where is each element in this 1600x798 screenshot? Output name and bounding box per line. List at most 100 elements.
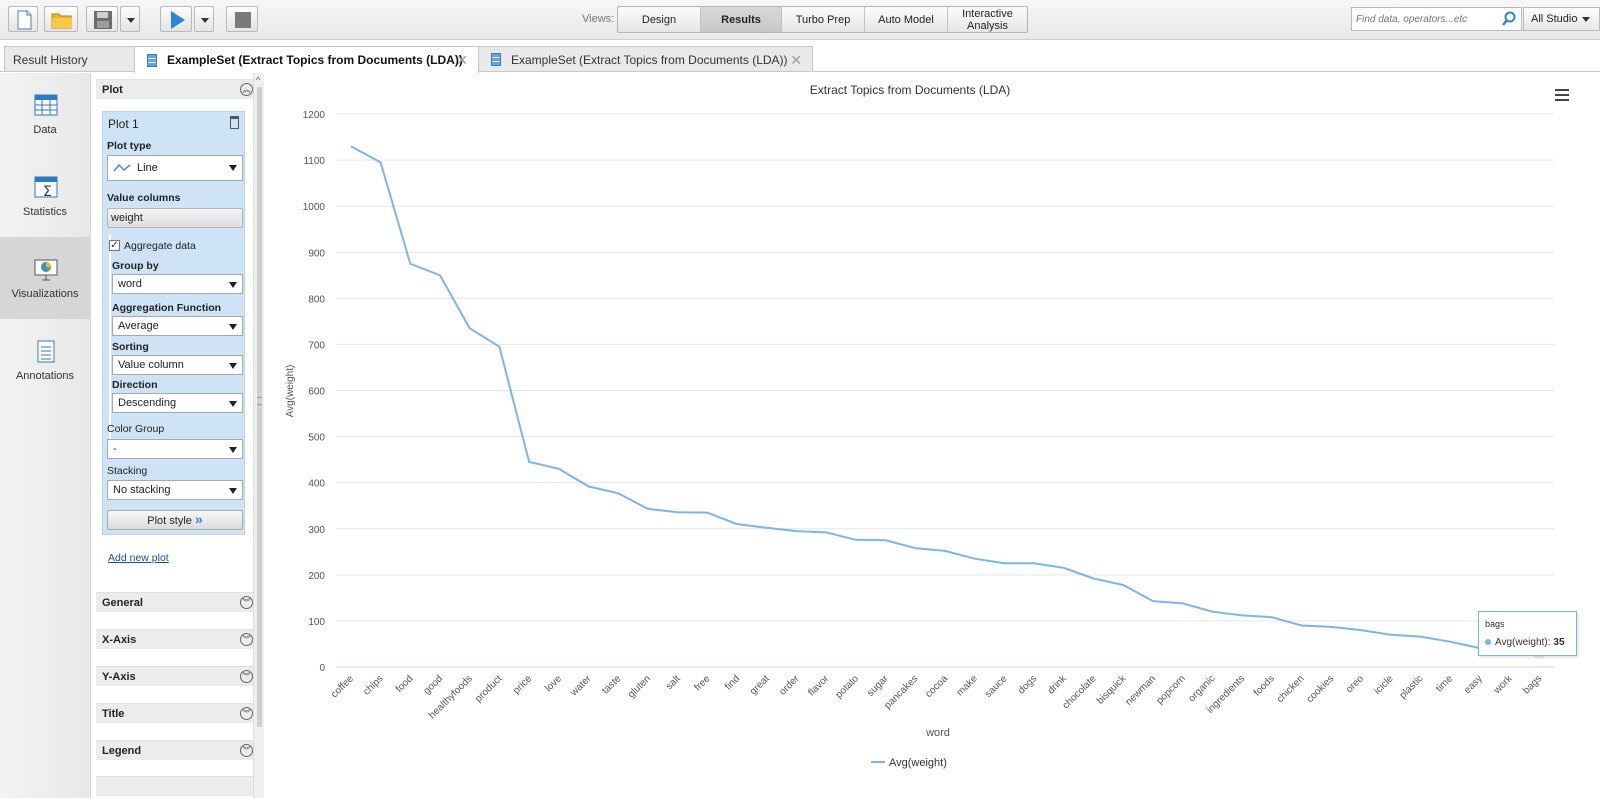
nav-item-data[interactable]: Data	[0, 73, 90, 155]
x-tick-label: drink	[1046, 673, 1070, 697]
views-label: Views:	[582, 13, 615, 25]
chart-title: Extract Topics from Documents (LDA)	[810, 83, 1011, 97]
direction-select[interactable]: Descending	[112, 393, 243, 413]
tab-exampleset-active[interactable]: ExampleSet (Extract Topics from Document…	[134, 46, 479, 73]
expand-icon[interactable]: ︾	[240, 670, 253, 683]
y-tick-label: 200	[308, 571, 325, 582]
x-tick-label: great	[748, 673, 772, 697]
exampleset-icon	[147, 53, 157, 67]
plot-config-panel: Plot ︽ Plot 1 Plot type Line Value colum…	[92, 73, 257, 798]
studio-scope-dropdown[interactable]: All Studio	[1523, 7, 1600, 31]
group-by-label: Group by	[112, 260, 159, 272]
panel-scrollbar[interactable]: ^	[253, 73, 264, 798]
visualizations-icon	[34, 259, 58, 281]
view-interactive-analysis-tab[interactable]: Interactive Analysis	[962, 7, 1013, 32]
section-more-header[interactable]	[96, 776, 256, 796]
sorting-select[interactable]: Value column	[112, 355, 243, 375]
section-title: Y-Axis	[102, 671, 136, 683]
expand-icon[interactable]: ︾	[240, 596, 253, 609]
add-new-plot-link[interactable]: Add new plot	[108, 552, 169, 564]
y-tick-label: 700	[308, 340, 325, 351]
x-tick-label: order	[777, 673, 802, 698]
tooltip-value: 35	[1553, 637, 1565, 648]
legend-item-avg-weight[interactable]: Avg(weight)	[889, 757, 947, 769]
x-tick-label: taste	[600, 673, 623, 696]
collapse-icon[interactable]: ︽	[240, 83, 253, 96]
aggregation-function-select[interactable]: Average	[112, 316, 243, 336]
close-icon[interactable]: ✕	[790, 52, 802, 68]
delete-plot-icon[interactable]	[230, 116, 239, 129]
aggregate-checkbox[interactable]: ✓	[109, 240, 120, 251]
open-button[interactable]	[44, 6, 78, 32]
splitter-grip-icon[interactable]	[257, 397, 262, 405]
run-button[interactable]	[160, 6, 192, 32]
nav-item-annotations[interactable]: Annotations	[0, 319, 90, 401]
tab-exampleset[interactable]: ExampleSet (Extract Topics from Document…	[478, 46, 813, 72]
x-tick-label: dogs	[1016, 673, 1039, 696]
stacking-select[interactable]: No stacking	[107, 480, 243, 500]
close-icon[interactable]: ✕	[456, 52, 468, 68]
expand-icon[interactable]: ︾	[240, 633, 253, 646]
tooltip-row: Avg(weight): 35	[1485, 637, 1565, 648]
run-dropdown[interactable]	[194, 6, 214, 32]
plot-style-button[interactable]: Plot style »	[107, 510, 243, 530]
x-tick-label: easy	[1462, 673, 1485, 696]
tooltip-series: Avg(weight):	[1495, 637, 1551, 648]
view-results-tab[interactable]: Results	[701, 7, 782, 32]
search-input[interactable]	[1352, 8, 1492, 30]
y-tick-label: 300	[308, 525, 325, 536]
x-axis-label: word	[925, 727, 950, 739]
color-group-label: Color Group	[107, 423, 165, 435]
section-title-header[interactable]: Title ︾	[96, 703, 256, 723]
stop-icon	[235, 12, 251, 28]
y-tick-label: 800	[308, 294, 325, 305]
x-tick-label: good	[422, 673, 446, 697]
plot-type-select[interactable]: Line	[107, 155, 243, 181]
section-legend-header[interactable]: Legend ︾	[96, 740, 256, 760]
section-plot-header[interactable]: Plot ︽	[96, 79, 256, 99]
result-tabbar: Result History ExampleSet (Extract Topic…	[0, 40, 1600, 73]
color-group-select[interactable]: -	[107, 439, 243, 459]
legend[interactable]: Avg(weight)	[871, 757, 947, 769]
series-line-avg-weight[interactable]	[350, 145, 1540, 652]
tab-result-history[interactable]: Result History	[4, 46, 135, 72]
value-column-chip[interactable]: weight	[107, 208, 243, 228]
view-turbo-prep-tab[interactable]: Turbo Prep	[782, 7, 865, 32]
chevron-down-icon	[229, 282, 237, 288]
scrollbar-thumb[interactable]	[257, 87, 262, 727]
chart-menu-icon[interactable]	[1555, 89, 1569, 101]
section-general-header[interactable]: General ︾	[96, 592, 256, 612]
nav-item-statistics[interactable]: Σ Statistics	[0, 155, 90, 237]
annotations-icon	[37, 340, 55, 363]
expand-icon[interactable]: ︾	[240, 744, 253, 757]
search-icon[interactable]	[1501, 11, 1517, 27]
new-process-button[interactable]	[8, 6, 38, 32]
expand-icon[interactable]: ︾	[240, 707, 253, 720]
view-auto-model-tab[interactable]: Auto Model	[865, 7, 948, 32]
y-tick-label: 0	[319, 663, 325, 674]
section-x-axis-header[interactable]: X-Axis ︾	[96, 629, 256, 649]
aggregation-function-value: Average	[118, 320, 159, 332]
x-tick-label: flavor	[806, 673, 832, 699]
nav-item-visualizations[interactable]: Visualizations	[0, 237, 90, 319]
scroll-up-icon[interactable]: ^	[256, 75, 261, 85]
chevron-down-icon	[1582, 16, 1591, 22]
plot-name: Plot 1	[108, 117, 139, 131]
y-tick-label: 1200	[303, 110, 326, 121]
x-tick-label: cocoa	[923, 673, 950, 700]
y-tick-label: 600	[308, 387, 325, 398]
stop-button[interactable]	[226, 6, 258, 32]
x-tick-label: food	[394, 673, 416, 695]
line-chart: 0 100 200 300 400 500 600 700 800 900 1000 1100 1200…	[285, 83, 1554, 769]
view-design-tab[interactable]: Design	[618, 7, 701, 32]
save-button[interactable]	[86, 6, 118, 32]
stacking-label: Stacking	[107, 465, 148, 477]
section-y-axis-header[interactable]: Y-Axis ︾	[96, 666, 256, 686]
save-dropdown[interactable]	[120, 6, 140, 32]
tab-label: ExampleSet (Extract Topics from Document…	[167, 53, 463, 67]
x-tick-label: free	[692, 673, 712, 693]
y-tick-label: 400	[308, 479, 325, 490]
stacking-value: No stacking	[113, 484, 171, 496]
group-by-select[interactable]: word	[112, 274, 243, 294]
